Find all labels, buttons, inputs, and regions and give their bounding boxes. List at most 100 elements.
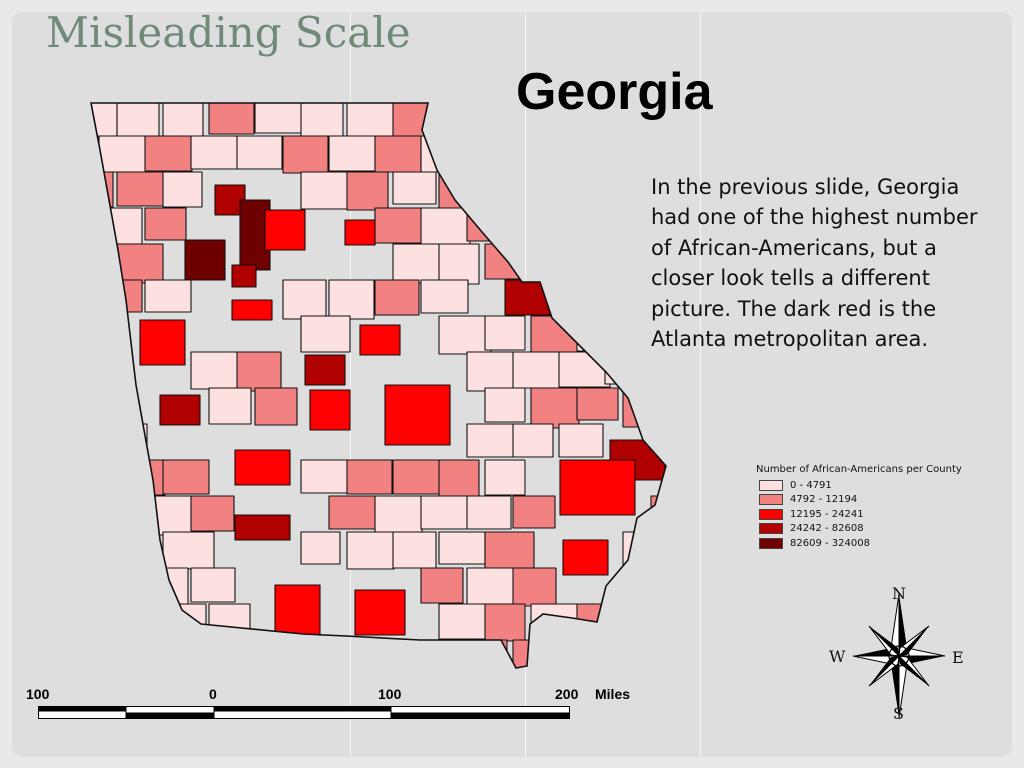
county-region bbox=[328, 135, 382, 172]
county-region bbox=[558, 639, 610, 668]
county-region bbox=[512, 567, 557, 607]
county-region bbox=[669, 460, 714, 496]
county-region bbox=[604, 207, 651, 244]
legend-label: 82609 - 324008 bbox=[790, 537, 870, 549]
legend-item: 12195 - 24241 bbox=[759, 507, 962, 522]
county-region bbox=[190, 639, 244, 668]
county-region bbox=[420, 135, 467, 173]
county-region bbox=[236, 351, 282, 392]
county-region bbox=[420, 567, 464, 604]
scale-label: 200 bbox=[555, 686, 579, 702]
legend-item: 4792 - 12194 bbox=[759, 493, 962, 508]
county-region-highlight bbox=[562, 539, 609, 576]
county-region bbox=[91, 495, 104, 532]
county-region bbox=[346, 531, 395, 570]
county-region-dark bbox=[234, 514, 291, 541]
county-region bbox=[420, 639, 465, 668]
county-region bbox=[420, 495, 470, 530]
county-region bbox=[558, 135, 613, 176]
county-region bbox=[466, 567, 515, 608]
map-title: Georgia bbox=[516, 63, 713, 121]
county-region bbox=[374, 207, 425, 244]
county-region bbox=[346, 459, 393, 495]
compass-rose: N S E W bbox=[826, 580, 976, 735]
county-region bbox=[392, 243, 442, 284]
county-region bbox=[558, 207, 603, 241]
county-region bbox=[530, 603, 584, 640]
county-region bbox=[466, 135, 510, 175]
county-region bbox=[144, 207, 187, 241]
county-region bbox=[91, 531, 117, 572]
county-region bbox=[91, 315, 114, 352]
county-region bbox=[530, 171, 573, 205]
scale-label: 100 bbox=[26, 686, 50, 702]
compass-star-icon bbox=[852, 593, 946, 719]
legend-label: 24242 - 82608 bbox=[790, 523, 864, 535]
county-region bbox=[420, 207, 471, 246]
county-region bbox=[254, 387, 298, 426]
scale-label: 100 bbox=[378, 686, 402, 702]
county-region bbox=[301, 676, 342, 709]
county-region bbox=[91, 135, 94, 176]
county-region bbox=[622, 531, 663, 566]
county-region bbox=[512, 207, 554, 242]
legend-label: 4792 - 12194 bbox=[790, 494, 858, 506]
county-region bbox=[530, 243, 582, 281]
county-region bbox=[466, 639, 508, 668]
county-region-dark bbox=[231, 264, 257, 288]
county-region bbox=[650, 351, 666, 393]
county-region bbox=[650, 135, 666, 172]
county-region bbox=[576, 315, 621, 352]
county-region bbox=[144, 135, 193, 172]
county-region bbox=[144, 567, 189, 607]
county-region-highlight bbox=[559, 459, 636, 516]
county-region bbox=[484, 243, 534, 280]
county-region bbox=[558, 351, 611, 388]
county-region bbox=[420, 279, 469, 314]
compass-north-label: N bbox=[892, 584, 906, 603]
legend-label: 0 - 4791 bbox=[790, 479, 832, 491]
county-region bbox=[484, 171, 537, 207]
county-region bbox=[116, 171, 167, 207]
county-region bbox=[116, 603, 162, 638]
county-region bbox=[438, 171, 489, 211]
county-region bbox=[300, 531, 341, 565]
county-region bbox=[669, 676, 710, 709]
county-region bbox=[98, 495, 150, 530]
county-region bbox=[530, 103, 580, 135]
county-region bbox=[669, 388, 716, 427]
county-region bbox=[392, 171, 437, 205]
county-region bbox=[466, 495, 512, 530]
county-region bbox=[98, 639, 149, 668]
map-legend: Number of African-Americans per County 0… bbox=[756, 464, 962, 551]
county-region bbox=[484, 603, 526, 642]
county-region bbox=[484, 103, 528, 136]
county-region bbox=[300, 459, 353, 494]
county-region bbox=[190, 567, 236, 603]
county-region bbox=[438, 315, 492, 355]
county-region bbox=[116, 459, 166, 496]
county-region bbox=[162, 531, 215, 570]
county-region bbox=[98, 279, 143, 313]
county-region bbox=[438, 243, 480, 285]
compass-east-label: E bbox=[952, 648, 964, 667]
county-region bbox=[484, 459, 526, 496]
slide-title: Misleading Scale bbox=[46, 8, 411, 57]
county-region bbox=[300, 103, 344, 138]
county-region bbox=[622, 103, 666, 136]
county-region bbox=[91, 639, 102, 668]
county-region-highlight bbox=[139, 319, 186, 366]
scale-bar bbox=[38, 706, 570, 719]
county-region bbox=[512, 423, 554, 458]
county-region bbox=[374, 279, 420, 316]
county-region bbox=[438, 459, 480, 497]
county-region bbox=[392, 459, 443, 495]
county-region bbox=[144, 279, 192, 313]
county-region bbox=[116, 531, 159, 565]
county-region bbox=[484, 315, 526, 351]
county-region bbox=[485, 676, 527, 709]
county-region bbox=[190, 135, 240, 170]
county-region bbox=[91, 603, 113, 641]
county-region bbox=[254, 103, 304, 134]
county-region bbox=[144, 495, 196, 536]
